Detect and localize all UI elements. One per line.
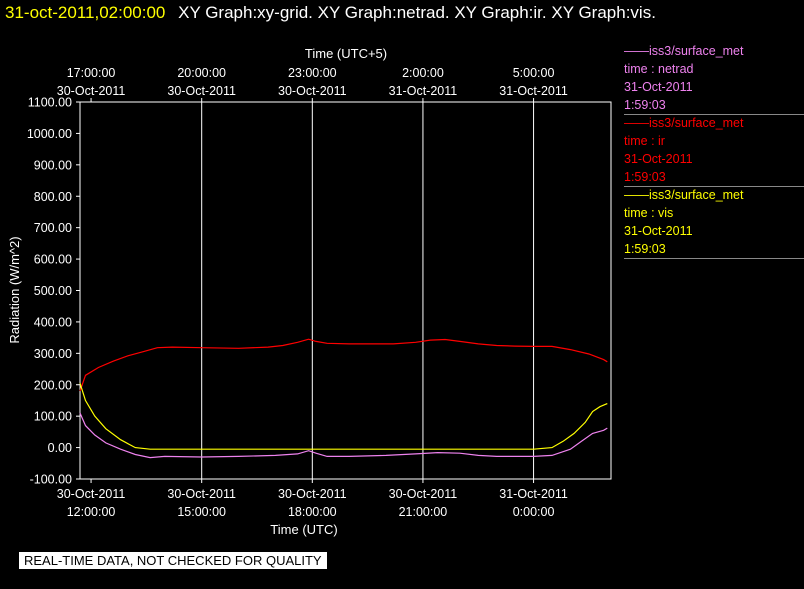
legend-variable: time : ir bbox=[624, 134, 665, 148]
y-tick-label: 600.00 bbox=[34, 253, 72, 267]
y-tick-label: 1100.00 bbox=[28, 96, 72, 110]
top-tick-time: 17:00:00 bbox=[67, 66, 116, 80]
top-axis-label: Time (UTC+5) bbox=[305, 46, 387, 61]
top-tick-time: 5:00:00 bbox=[513, 66, 555, 80]
top-tick-date: 31-Oct-2011 bbox=[499, 84, 568, 98]
legend-date: 31-Oct-2011 bbox=[624, 80, 693, 94]
legend-variable: time : vis bbox=[624, 206, 674, 220]
legend-time: 1:59:03 bbox=[624, 168, 804, 187]
y-tick-label: 900.00 bbox=[34, 158, 72, 172]
top-tick-time: 23:00:00 bbox=[288, 66, 337, 80]
x-tick-date: 30-Oct-2011 bbox=[389, 487, 458, 501]
graph-titles: XY Graph:xy-grid. XY Graph:netrad. XY Gr… bbox=[178, 3, 656, 22]
legend-time: 1:59:03 bbox=[624, 96, 804, 115]
top-tick-time: 2:00:00 bbox=[402, 66, 444, 80]
y-tick-label: 700.00 bbox=[34, 221, 72, 235]
y-tick-label: 200.00 bbox=[34, 378, 72, 392]
y-tick-label: 1000.00 bbox=[27, 127, 72, 141]
y-tick-label: 100.00 bbox=[34, 410, 72, 424]
y-tick-label: 800.00 bbox=[34, 190, 72, 204]
legend-ir: ——iss3/surface_met time : ir 31-Oct-2011… bbox=[624, 114, 804, 187]
y-tick-label: 300.00 bbox=[34, 347, 72, 361]
grid-lines bbox=[201, 102, 535, 479]
legend-date: 31-Oct-2011 bbox=[624, 224, 693, 238]
y-tick-label: 400.00 bbox=[34, 315, 72, 329]
top-tick-date: 31-Oct-2011 bbox=[389, 84, 458, 98]
series-line-timevis bbox=[79, 383, 608, 450]
legend-vis: ——iss3/surface_met time : vis 31-Oct-201… bbox=[624, 186, 804, 259]
legend-variable: time : netrad bbox=[624, 62, 694, 76]
y-tick-label: -100.00 bbox=[30, 473, 72, 487]
x-tick-time: 12:00:00 bbox=[67, 505, 116, 519]
x-tick-date: 31-Oct-2011 bbox=[499, 487, 568, 501]
legend-netrad: ——iss3/surface_met time : netrad 31-Oct-… bbox=[624, 42, 804, 115]
y-axis-ticks: 1100.00 1000.00 900.00 800.00 700.00 600.00 50… bbox=[27, 96, 80, 487]
x-tick-date: 30-Oct-2011 bbox=[278, 487, 347, 501]
legend-source: ——iss3/surface_met bbox=[624, 188, 744, 202]
y-axis-label: Radiation (W/m^2) bbox=[7, 236, 22, 343]
x-tick-time: 15:00:00 bbox=[177, 505, 226, 519]
x-tick-time: 0:00:00 bbox=[513, 505, 555, 519]
x-tick-time: 21:00:00 bbox=[399, 505, 448, 519]
x-tick-date: 30-Oct-2011 bbox=[57, 487, 126, 501]
top-axis-ticks: 17:00:00 30-Oct-2011 20:00:00 30-Oct-2011 23… bbox=[57, 66, 568, 102]
legend-source: ——iss3/surface_met bbox=[624, 44, 744, 58]
chart-header: 31-oct-2011,02:00:00 XY Graph:xy-grid. X… bbox=[5, 3, 656, 23]
top-tick-date: 30-Oct-2011 bbox=[278, 84, 347, 98]
x-tick-time: 18:00:00 bbox=[288, 505, 337, 519]
legend-date: 31-Oct-2011 bbox=[624, 152, 693, 166]
plot-area bbox=[79, 101, 612, 480]
series-line-timeir bbox=[79, 338, 608, 392]
x-axis-label: Time (UTC) bbox=[270, 522, 337, 537]
top-tick-date: 30-Oct-2011 bbox=[167, 84, 236, 98]
legend-time: 1:59:03 bbox=[624, 240, 804, 259]
y-tick-label: 500.00 bbox=[34, 284, 72, 298]
x-axis-ticks: 30-Oct-2011 12:00:00 30-Oct-2011 15:00:00 30… bbox=[57, 479, 568, 519]
x-tick-date: 30-Oct-2011 bbox=[167, 487, 236, 501]
quality-disclaimer: REAL-TIME DATA, NOT CHECKED FOR QUALITY bbox=[19, 552, 327, 569]
top-tick-time: 20:00:00 bbox=[177, 66, 226, 80]
series-line-timenetrad bbox=[79, 412, 608, 459]
top-tick-date: 30-Oct-2011 bbox=[57, 84, 126, 98]
legend-source: ——iss3/surface_met bbox=[624, 116, 744, 130]
timestamp: 31-oct-2011,02:00:00 bbox=[5, 3, 166, 22]
series-lines bbox=[79, 338, 608, 459]
y-tick-label: 0.00 bbox=[48, 441, 72, 455]
